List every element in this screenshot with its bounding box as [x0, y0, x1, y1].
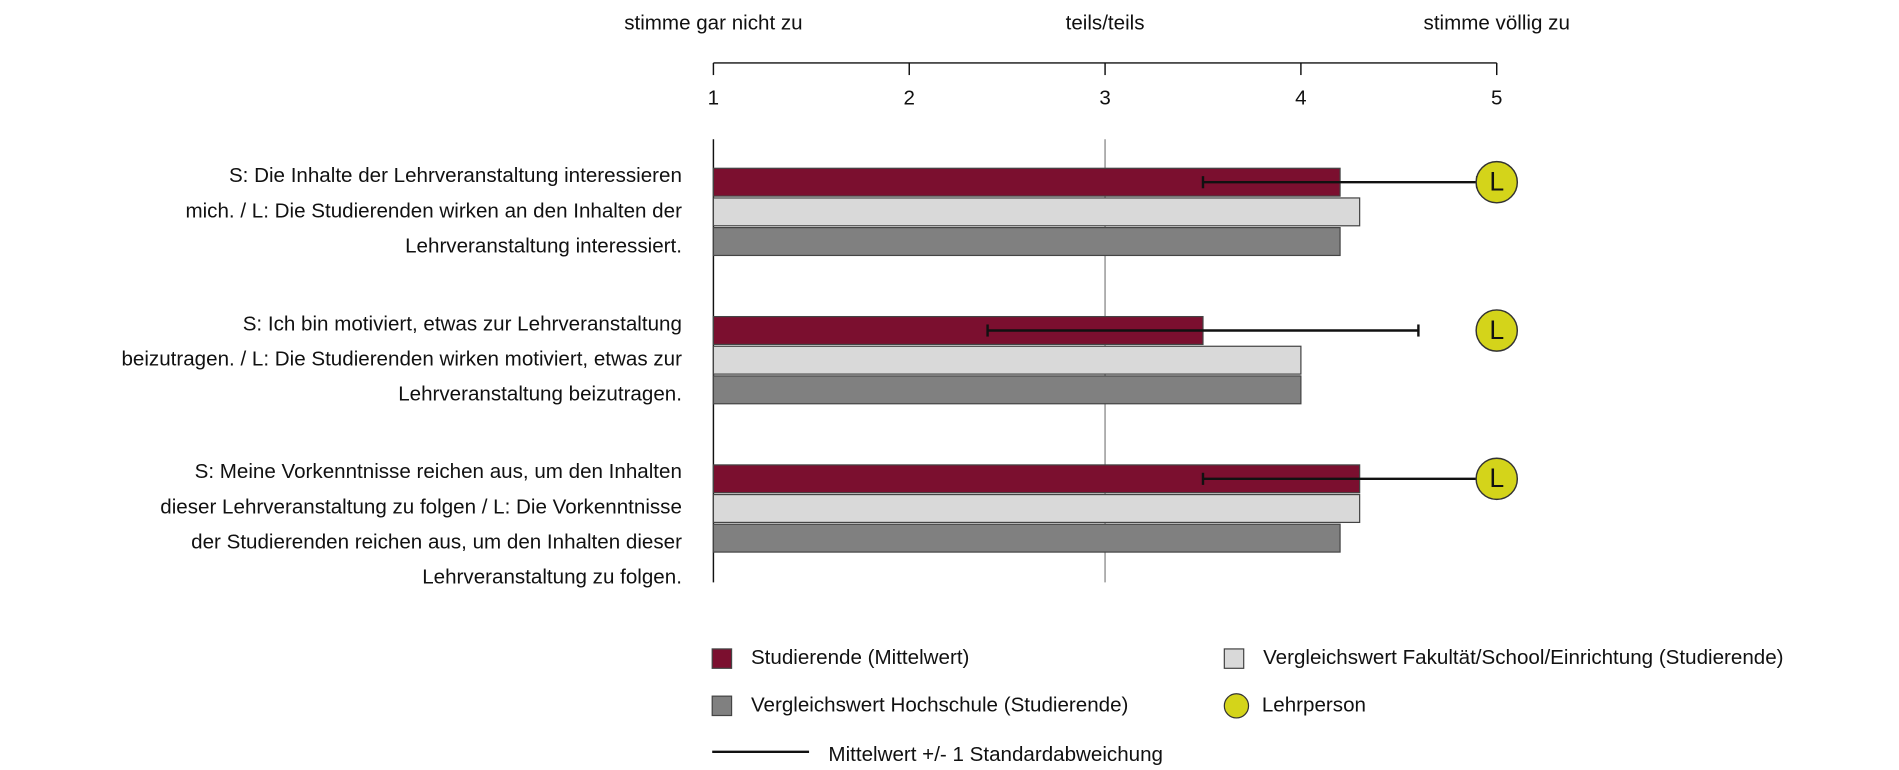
bar — [712, 227, 1341, 257]
teacher-marker — [1475, 160, 1519, 204]
category-label: dieser Lehrveranstaltung zu folgen / L: … — [160, 495, 682, 518]
teacher-marker-label: L — [1489, 463, 1504, 493]
category-label: S: Ich bin motiviert, etwas zur Lehrvera… — [243, 313, 682, 336]
teacher-marker-label: L — [1489, 315, 1504, 345]
bar — [712, 375, 1302, 405]
category-label: mich. / L: Die Studierenden wirken an de… — [185, 199, 682, 222]
category-label: S: Die Inhalte der Lehrveranstaltung int… — [229, 164, 682, 187]
category-label: Lehrveranstaltung zu folgen. — [422, 566, 682, 589]
teacher-marker — [1475, 309, 1519, 352]
legend-label: Studierende (Mittelwert) — [751, 646, 969, 669]
bar — [712, 523, 1341, 553]
category-label: S: Meine Vorkenntnisse reichen aus, um d… — [195, 460, 682, 483]
category-label: Lehrveranstaltung interessiert. — [405, 234, 682, 257]
x-tick-label: 5 — [1491, 87, 1502, 110]
legend-swatch — [711, 695, 733, 717]
scale-label: stimme völlig zu — [1424, 12, 1570, 35]
x-tick-label: 1 — [708, 87, 719, 110]
bar — [712, 197, 1361, 227]
x-tick-label: 4 — [1295, 87, 1306, 110]
category-label: der Studierenden reichen aus, um den Inh… — [191, 530, 682, 553]
bar — [712, 345, 1302, 375]
teacher-marker-label: L — [1489, 166, 1504, 196]
scale-label: teils/teils — [1066, 12, 1145, 35]
legend-label: Vergleichswert Fakultät/School/Einrichtu… — [1263, 646, 1783, 669]
category-label: Lehrveranstaltung beizutragen. — [398, 383, 682, 406]
error-bar — [986, 324, 1420, 337]
legend-swatch — [711, 648, 733, 669]
legend-label: Mittelwert +/- 1 Standardabweichung — [828, 743, 1163, 766]
x-tick-label: 2 — [904, 87, 915, 110]
scale-label: stimme gar nicht zu — [624, 12, 802, 35]
legend-label: Lehrperson — [1262, 693, 1366, 716]
legend-swatch — [1223, 693, 1250, 719]
x-tick-label: 3 — [1099, 87, 1110, 110]
legend-swatch — [1223, 648, 1245, 669]
teacher-marker — [1475, 457, 1519, 501]
legend-label: Vergleichswert Hochschule (Studierende) — [751, 693, 1128, 716]
bar — [712, 493, 1361, 524]
category-label: beizutragen. / L: Die Studierenden wirke… — [121, 348, 682, 371]
